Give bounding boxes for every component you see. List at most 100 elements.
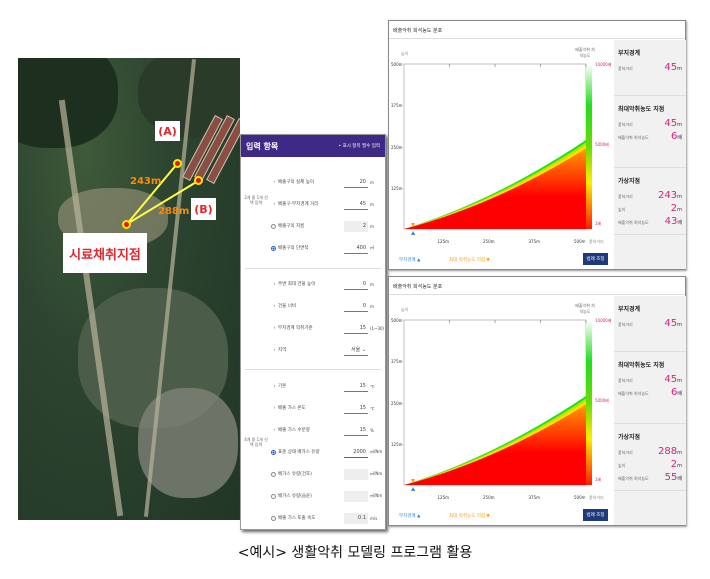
field-input[interactable]: 20 xyxy=(344,177,368,188)
value-number: 2 xyxy=(670,459,678,470)
field-input[interactable]: 0 xyxy=(344,279,368,290)
value-unit: m xyxy=(677,66,682,72)
boundary-marker xyxy=(411,231,416,235)
colorbar-label: 배출악취 희석농도 xyxy=(575,47,595,58)
result-section: 부지경계 풍하거리 45m xyxy=(614,40,686,96)
field-unit: m xyxy=(370,179,374,185)
result-item: 풍하거리 288m xyxy=(618,446,682,457)
x-tick-label: 250m xyxy=(483,495,495,500)
value-unit: m xyxy=(677,378,682,384)
aerial-map: (A) (B) 시료채취지점 243m 288m xyxy=(18,58,240,520)
result-value: 45m xyxy=(664,118,682,129)
plume-plot xyxy=(403,63,592,235)
value-unit: 배 xyxy=(677,391,682,397)
input-row: 배가스 유량(건조) ㎥/Nm xyxy=(271,467,385,481)
legend-adjust-button[interactable]: 범례 조정 xyxy=(583,253,608,265)
value-number: 6 xyxy=(671,131,678,142)
value-unit: m xyxy=(677,463,682,469)
distance-lines xyxy=(126,163,199,225)
result-item: 배출악취 희석농도 6배 xyxy=(618,387,682,398)
dispersion-chart-panel: 배출악취 희석농도 분포 높이 500m 375m 250m 125m 125m 250m 37… xyxy=(388,20,686,270)
input-row: › 지역 서울 ⌄ xyxy=(271,343,385,357)
section-title: 최대악취농도 지점 xyxy=(618,362,665,369)
result-sidebar: 부지경계 풍하거리 45m 최대악취농도 지점 풍하거리 45m 배출악취 희석농도 6배 가상… xyxy=(614,296,686,525)
result-item: 높이 2m xyxy=(618,203,682,214)
input-row: 배가스 유량(습윤) ㎥/Nm xyxy=(271,489,385,503)
field-input[interactable]: 0 xyxy=(344,301,368,312)
result-value: 45m xyxy=(664,318,682,329)
result-key: 풍하거리 xyxy=(618,378,633,383)
radio-button[interactable] xyxy=(271,223,276,229)
max-point-marker xyxy=(411,223,416,227)
result-value: 6배 xyxy=(671,131,682,142)
input-row: 배출구의 지름 2 m xyxy=(271,219,385,233)
colorbar xyxy=(586,64,592,229)
field-input[interactable]: 2000 xyxy=(344,447,368,458)
field-input[interactable]: 15 xyxy=(344,403,368,414)
field-label: 지역 xyxy=(278,348,287,353)
legend-adjust-button[interactable]: 범례 조정 xyxy=(583,509,608,521)
section-title: 부지경계 xyxy=(618,306,641,313)
field-input[interactable]: 15 xyxy=(344,381,368,392)
field-input[interactable]: 15 xyxy=(344,425,368,436)
section-title: 최대악취농도 지점 xyxy=(618,106,665,113)
radio-button[interactable] xyxy=(271,515,276,521)
value-unit: 배 xyxy=(677,476,682,482)
field-input[interactable]: 400 xyxy=(344,243,368,254)
result-key: 풍하거리 xyxy=(618,194,633,199)
x-tick-label: 500m xyxy=(574,495,586,500)
radio-button[interactable] xyxy=(271,449,276,455)
radio-button[interactable] xyxy=(271,471,276,477)
radio-button[interactable] xyxy=(271,493,276,499)
result-value: 45m xyxy=(664,374,682,385)
sample-point-marker xyxy=(122,220,131,229)
colorbar-label: 배출악취 희석농도 xyxy=(575,303,595,314)
value-number: 243 xyxy=(658,190,678,201)
result-value: 6배 xyxy=(671,387,682,398)
legend-max-point: 최대 악취농도 지점 ▼ xyxy=(449,514,490,519)
section-title: 가상지점 xyxy=(618,434,641,441)
field-input[interactable]: 45 xyxy=(344,199,368,210)
input-row: › 배출구-부지경계 거리 45 m xyxy=(271,197,385,211)
x-axis-label: 풍하거리 xyxy=(589,495,604,500)
field-input[interactable]: 15 xyxy=(344,323,368,334)
field-input[interactable]: 2 xyxy=(344,220,368,232)
field-input[interactable] xyxy=(344,490,368,502)
chevron-right-icon: › xyxy=(273,303,276,309)
field-label: 배가스 유량(습윤) xyxy=(278,494,312,499)
field-label: 배출구의 지름 xyxy=(278,224,305,229)
max-point-marker xyxy=(411,479,416,483)
label-b: (B) xyxy=(191,198,216,220)
value-unit: m xyxy=(677,450,682,456)
plume-red-region xyxy=(404,148,586,229)
dispersion-chart-panel: 배출악취 희석농도 분포 높이 500m 375m 250m 125m 125m 250m 37… xyxy=(388,276,686,526)
boundary-marker xyxy=(411,487,416,491)
y-axis-label: 높이 xyxy=(401,307,409,312)
plume-plot xyxy=(403,319,592,491)
value-number: 6 xyxy=(671,387,678,398)
chevron-right-icon: › xyxy=(273,179,276,185)
x-tick-label: 125m xyxy=(437,495,450,500)
result-value: 288m xyxy=(658,446,682,457)
radio-button[interactable] xyxy=(271,245,276,251)
field-unit: m xyxy=(370,223,374,229)
field-label: 표준 상태 배가스 유량 xyxy=(278,450,320,455)
field-label: 배출 가스 토출 속도 xyxy=(278,516,316,521)
group-label-1: 2개 중 1개 선택 입력 xyxy=(244,195,268,205)
result-key: 높이 xyxy=(618,463,626,468)
input-row: › 건물 너비 0 m xyxy=(271,299,385,313)
legend-boundary: 부지경계 ▲ xyxy=(399,514,421,519)
x-tick-label: 125m xyxy=(437,239,450,244)
result-sidebar: 부지경계 풍하거리 45m 최대악취농도 지점 풍하거리 45m 배출악취 희석농도 6배 가상… xyxy=(614,40,686,269)
field-input[interactable] xyxy=(344,468,368,480)
value-number: 2 xyxy=(670,203,678,214)
chevron-right-icon: › xyxy=(273,281,276,287)
result-value: 43배 xyxy=(665,216,682,227)
value-number: 43 xyxy=(664,216,678,227)
input-row: › 주변 최대 건물 높이 0 m xyxy=(271,277,385,291)
field-input[interactable]: 0.1 xyxy=(344,512,368,524)
point-b-marker xyxy=(194,176,203,185)
field-input[interactable]: 서울 ⌄ xyxy=(344,345,368,356)
divider xyxy=(245,268,381,269)
